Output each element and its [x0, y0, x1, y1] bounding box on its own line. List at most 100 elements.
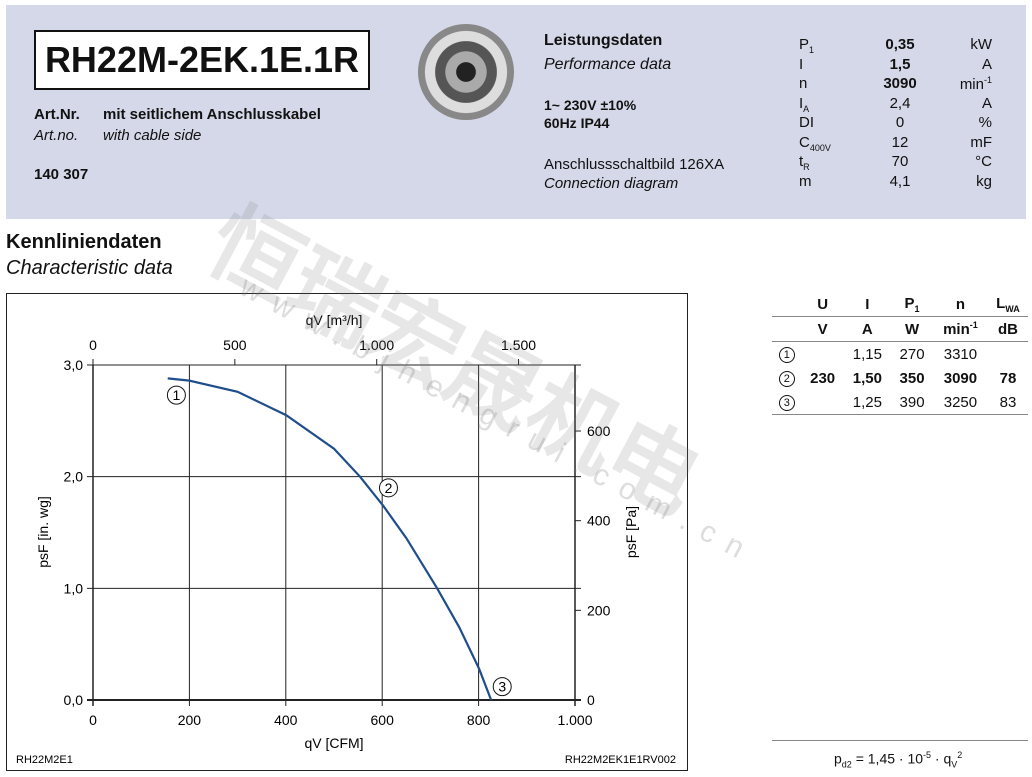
- spec-symbol: n: [799, 75, 808, 92]
- operating-point-label: 2: [385, 480, 393, 496]
- formula-divider: [772, 740, 1028, 741]
- table-header-row: U I P1 n LWA: [772, 292, 1028, 317]
- chart-frame: [6, 293, 688, 771]
- table-header-cell: P1: [891, 292, 933, 317]
- article-number: 140 307: [34, 166, 89, 183]
- spec-unit: kg: [976, 172, 992, 190]
- table-header-cell: I: [843, 292, 892, 317]
- table-cell: 350: [899, 369, 925, 387]
- table-cell: [988, 342, 1028, 367]
- spec-symbol: tR: [799, 153, 810, 172]
- x-tick-label: 0: [89, 712, 97, 728]
- y2-axis-label: psF [Pa]: [623, 506, 639, 558]
- connection-de: Anschlussschaltbild 126XA: [544, 156, 725, 173]
- artno-label: Art.no.: [34, 127, 79, 144]
- y2-tick-label: 200: [587, 602, 611, 618]
- table-cell: 390: [899, 393, 925, 411]
- table-cell: 78: [999, 369, 1017, 387]
- fan-curve: [167, 377, 493, 701]
- spec-symbol: C400V: [799, 133, 831, 153]
- table-cell: 1,25: [852, 393, 882, 411]
- table-header-cell: V: [801, 316, 844, 342]
- operating-point-marker: 2: [772, 366, 802, 390]
- y-axis-label: psF [in. wg]: [35, 496, 51, 568]
- artnr-label: Art.Nr.: [34, 106, 80, 123]
- x2-axis-label: qV [m³/h]: [306, 312, 363, 328]
- spec-value: 0: [895, 114, 905, 131]
- artno-desc: with cable side: [103, 127, 202, 144]
- table-row: 3 1,25 390 3250 83: [772, 390, 1028, 415]
- y2-tick-label: 0: [587, 692, 595, 708]
- y-tick-label: 1,0: [64, 580, 84, 596]
- table-row: 1 1,15 270 3310: [772, 342, 1028, 367]
- table-header-cell: dB: [987, 316, 1028, 342]
- spec-symbol: DI: [799, 114, 814, 131]
- y-tick-label: 0,0: [64, 692, 84, 708]
- spec-unit: %: [978, 114, 992, 131]
- table-cell: [802, 342, 844, 367]
- table-cell: 83: [999, 393, 1017, 411]
- spec-value: 1,5: [889, 55, 911, 73]
- x-axis-label: qV [CFM]: [304, 735, 363, 751]
- perf-title-de: Leistungsdaten: [544, 32, 663, 49]
- table-cell: 270: [899, 345, 925, 363]
- spec-value: 70: [891, 153, 909, 170]
- x-tick-label: 600: [371, 712, 395, 728]
- operating-point-marker: [492, 677, 512, 697]
- spec-unit: °C: [975, 153, 992, 170]
- chart-footer-right: RH22M2EK1E1RV002: [565, 754, 676, 766]
- y-tick-label: 3,0: [64, 357, 84, 373]
- spec-value: 2,4: [889, 94, 911, 112]
- fan-image: [418, 24, 514, 120]
- table-row: 2 230 1,50 350 3090 78: [772, 366, 1028, 390]
- spec-value: 3090: [883, 75, 917, 92]
- operating-point-marker: 3: [772, 390, 802, 415]
- connection-en: Connection diagram: [544, 175, 679, 192]
- spec-symbol: m: [799, 172, 812, 190]
- chart-footer-left: RH22M2E1: [16, 754, 73, 766]
- x2-tick-label: 1.500: [501, 337, 536, 353]
- operating-point-marker: [166, 385, 186, 405]
- table-cell: 3310: [943, 345, 978, 363]
- spec-unit: A: [981, 94, 992, 112]
- table-header-cell: n: [932, 292, 988, 317]
- table-cell: 1,50: [852, 369, 882, 387]
- table-cell: 3250: [943, 393, 978, 411]
- y2-tick-label: 400: [587, 513, 611, 529]
- spec-symbol: IA: [799, 94, 810, 114]
- frequency: 60Hz IP44: [544, 115, 610, 131]
- model-title: RH22M-2EK.1E.1R: [34, 30, 370, 90]
- formula: pd2 = 1,45 · 10-5 · qV2: [834, 750, 963, 770]
- x2-tick-label: 1.000: [359, 337, 394, 353]
- y2-tick-label: 600: [587, 423, 611, 439]
- voltage: 1~ 230V ±10%: [544, 97, 637, 113]
- table-header-cell: min-1: [932, 316, 988, 342]
- x-tick-label: 400: [274, 712, 298, 728]
- x2-tick-label: 0: [89, 337, 97, 353]
- table-header-cell: LWA: [987, 292, 1028, 317]
- spec-unit: min-1: [959, 75, 992, 93]
- operating-point-marker: 1: [772, 342, 802, 367]
- spec-value: 0,35: [885, 36, 915, 53]
- x-tick-label: 1.000: [557, 712, 592, 728]
- section-title-de: Kennliniendaten: [6, 231, 162, 253]
- artnr-desc: mit seitlichem Anschlusskabel: [103, 106, 321, 123]
- table-cell: 3090: [943, 369, 978, 387]
- perf-title-en: Performance data: [544, 56, 672, 73]
- spec-unit: A: [981, 55, 992, 73]
- table-cell: [802, 390, 844, 415]
- operating-point-label: 3: [498, 679, 506, 695]
- section-title-en: Characteristic data: [6, 257, 173, 279]
- spec-value: 4,1: [889, 172, 911, 190]
- operating-point-marker: [378, 478, 398, 498]
- spec-value: 12: [891, 133, 909, 151]
- spec-symbol: P1: [799, 36, 815, 55]
- table-header-cell: W: [891, 316, 933, 342]
- y-tick-label: 2,0: [64, 469, 84, 485]
- x-tick-label: 800: [467, 712, 491, 728]
- spec-unit: mF: [970, 133, 992, 151]
- table-cell: 230: [810, 369, 836, 387]
